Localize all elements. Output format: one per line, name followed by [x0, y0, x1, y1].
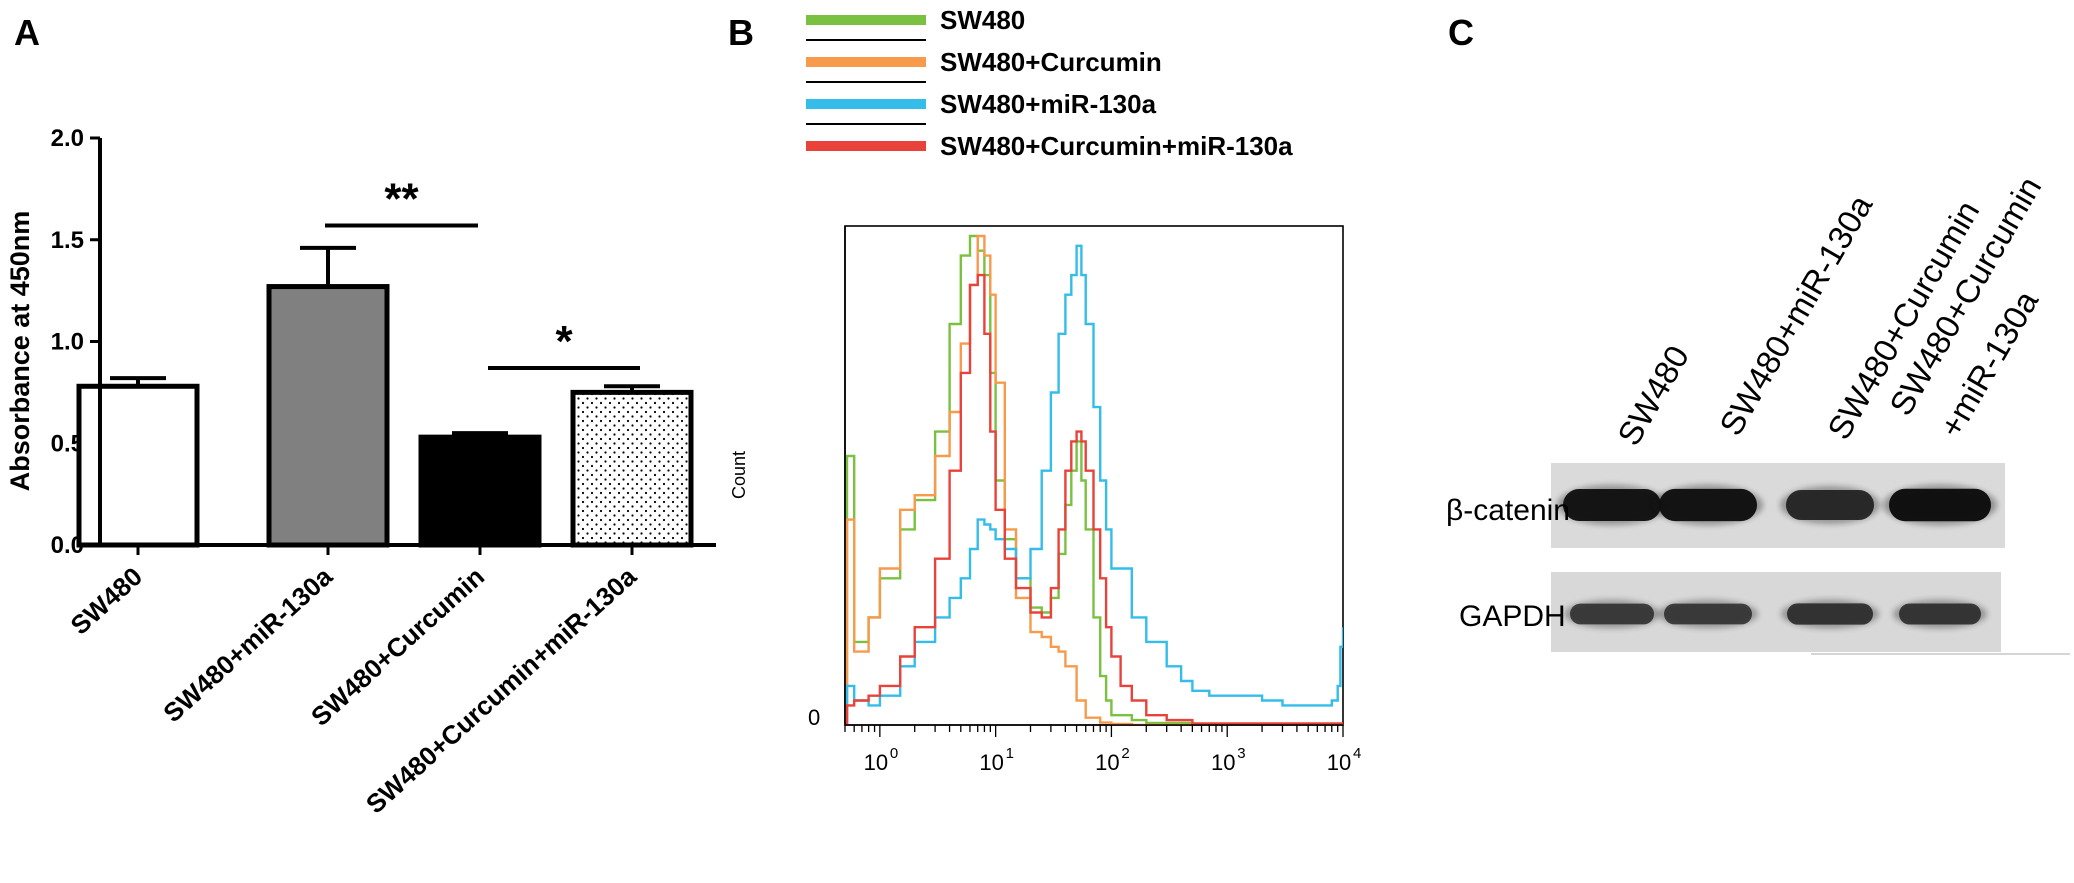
- panel-a-category-label: SW480+Curcumin+miR-130a: [360, 561, 642, 820]
- panel-b-xtick-exponent: 4: [1353, 745, 1361, 762]
- panel-b-xtick-label: 10: [1095, 750, 1119, 775]
- legend-swatch-4: [806, 141, 926, 151]
- panel-b-series: [845, 234, 1343, 725]
- band-gapdh-lane-3: [1787, 603, 1873, 625]
- panel-a-category-label: SW480: [65, 561, 148, 640]
- panel-c-letter: C: [1448, 12, 1474, 53]
- bar-2: [266, 284, 390, 548]
- series-line-3: [845, 244, 1343, 725]
- panel-b-legend: SW480 SW480+Curcumin SW480+miR-130a SW480+C…: [806, 5, 1293, 161]
- band-beta-catenin-lane-4: [1889, 488, 1991, 522]
- band-beta-catenin-lane-3: [1786, 489, 1874, 521]
- legend-label-4: SW480+Curcumin+miR-130a: [940, 131, 1293, 161]
- legend-label-1: SW480: [940, 5, 1025, 35]
- panel-a-error-bars: [110, 245, 660, 438]
- blot-row-label-1: β-catenin: [1446, 494, 1570, 527]
- panel-b-ylabel: Count: [729, 451, 749, 499]
- band-gapdh-lane-1: [1570, 603, 1654, 625]
- panel-c-western-blot: SW480 SW480+miR-130aSW480+CurcuminSW480+C…: [1446, 170, 2070, 655]
- panel-a-significance: ***: [325, 175, 640, 370]
- legend-swatch-1: [806, 15, 926, 25]
- panel-c-lane-labels: SW480 SW480+miR-130aSW480+CurcuminSW480+C…: [1610, 170, 2048, 451]
- band-gapdh-lane-2: [1664, 603, 1752, 625]
- series-line-4: [845, 273, 1343, 725]
- panel-b-xtick-exponent: 3: [1237, 745, 1245, 762]
- significance-label: *: [555, 317, 573, 366]
- blot-row-label-2: GAPDH: [1459, 600, 1566, 633]
- legend-swatch-2: [806, 57, 926, 67]
- panel-a-ylabel: Absorbance at 450nm: [5, 211, 35, 492]
- series-line-2: [845, 234, 1343, 725]
- band-gapdh-lane-4: [1899, 603, 1981, 625]
- panel-a-bar-chart: Absorbance at 450nm 0.00.51.01.52.0 *** …: [5, 125, 716, 819]
- panel-a-bars: [76, 284, 694, 548]
- legend-swatch-3: [806, 99, 926, 109]
- legend-label-2: SW480+Curcumin: [940, 47, 1162, 77]
- panel-c-row-labels: β-catenin GAPDH: [1446, 494, 1570, 633]
- panel-c-bands: [1557, 484, 1997, 629]
- bar-1: [76, 383, 200, 548]
- panel-b-letter: B: [728, 12, 754, 53]
- panel-b-xtick-label: 10: [1327, 750, 1351, 775]
- panel-b-x-ticks: 10 0 10 1 10 2 10 3 10 4: [844, 725, 1361, 775]
- panel-b-flow-histogram: SW480 SW480+Curcumin SW480+miR-130a SW480+C…: [729, 5, 1361, 775]
- panel-a-x-ticks: [136, 545, 634, 555]
- legend-label-3: SW480+miR-130a: [940, 89, 1157, 119]
- panel-a-y-ticks: 0.00.51.01.52.0: [51, 125, 100, 559]
- panel-b-xtick-label: 10: [864, 750, 888, 775]
- panel-b-xtick-exponent: 1: [1006, 745, 1014, 762]
- band-beta-catenin-lane-1: [1563, 489, 1661, 521]
- panel-a-category-labels: SW480 SW480+miR-130aSW480+CurcuminSW480+C…: [65, 561, 643, 820]
- panel-a-ytick-label: 2.0: [51, 125, 84, 152]
- panel-b-xtick-exponent: 2: [1121, 745, 1129, 762]
- bar-3: [418, 434, 542, 548]
- band-beta-catenin-lane-2: [1659, 488, 1757, 522]
- lane-label-1: SW480: [1610, 339, 1696, 451]
- bar-4: [570, 389, 694, 548]
- panel-b-xtick-label: 10: [1211, 750, 1235, 775]
- panel-a-ytick-label: 1.5: [51, 227, 84, 254]
- panel-b-xtick-exponent: 0: [890, 745, 898, 762]
- panel-a-letter: A: [14, 12, 40, 53]
- significance-label: **: [384, 175, 419, 224]
- panel-b-xtick-label: 10: [979, 750, 1003, 775]
- panel-b-ytick-zero: 0: [808, 705, 820, 730]
- panel-a-ytick-label: 1.0: [51, 329, 84, 356]
